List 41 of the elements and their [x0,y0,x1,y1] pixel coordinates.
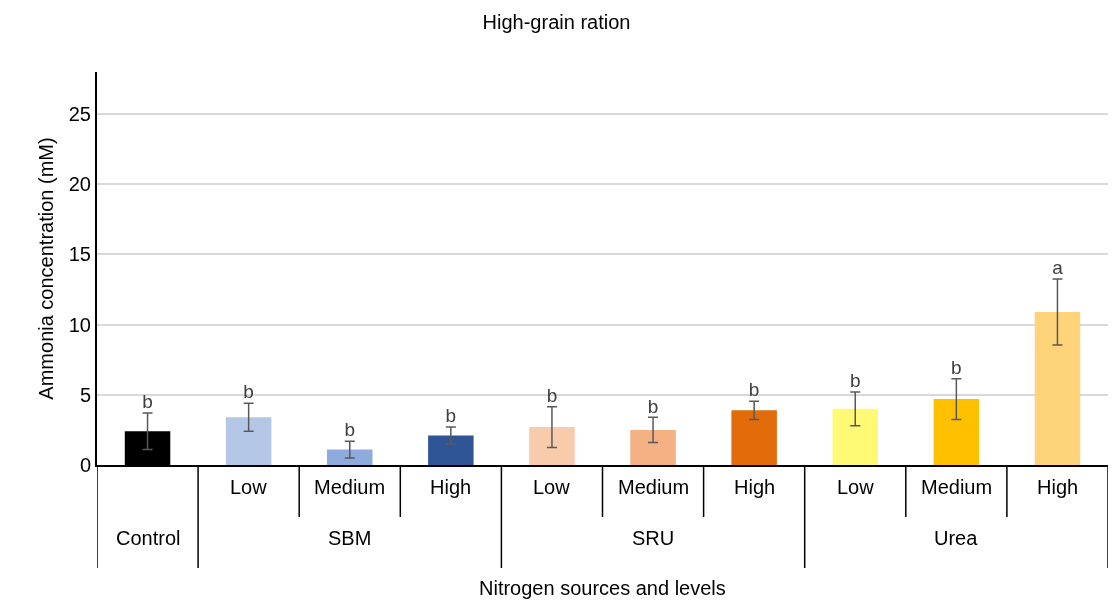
bar [428,435,474,465]
y-tick-label: 10 [68,313,91,336]
data-label: b [445,405,457,427]
text: SRU [632,527,675,549]
data-label: b [951,356,962,378]
y-tick-label: 0 [79,454,91,476]
data-label: b [344,419,356,441]
x-tick-label: Medium [314,476,386,498]
bar [327,449,373,465]
data-label: b [647,395,659,417]
data-label: b [546,385,558,406]
bar [630,429,676,465]
bar [225,417,272,465]
bar [933,399,980,465]
data-label: a [1052,257,1064,279]
y-tick-label: 25 [68,103,91,126]
text: Control [116,527,181,549]
y-tick-label: 5 [79,383,91,406]
x-tick-label: Low [533,476,571,498]
data-label: b [849,370,861,392]
x-tick-label: High [430,476,472,498]
bar [1034,312,1081,465]
data-label: b [142,391,153,413]
text: SBM [328,527,372,549]
x-tick-label: High [734,476,776,498]
bar [731,410,777,465]
data-label: b [243,381,254,403]
x-tick-label: Medium [921,476,993,498]
text: Urea [934,527,979,549]
y-axis-title: Ammonia concentration (mM) [34,137,57,400]
x-axis-title: Nitrogen sources and levels [479,577,726,599]
y-tick-label: 15 [68,243,91,266]
y-tick-label: 20 [68,173,91,196]
bar [529,427,575,465]
bar [832,408,878,465]
chart-title: High-grain ration [482,11,631,33]
x-tick-label: Medium [618,476,690,498]
data-label: b [748,379,760,401]
x-tick-label: Low [230,476,268,498]
x-tick-label: High [1037,476,1079,498]
x-tick-label: Low [837,476,875,498]
